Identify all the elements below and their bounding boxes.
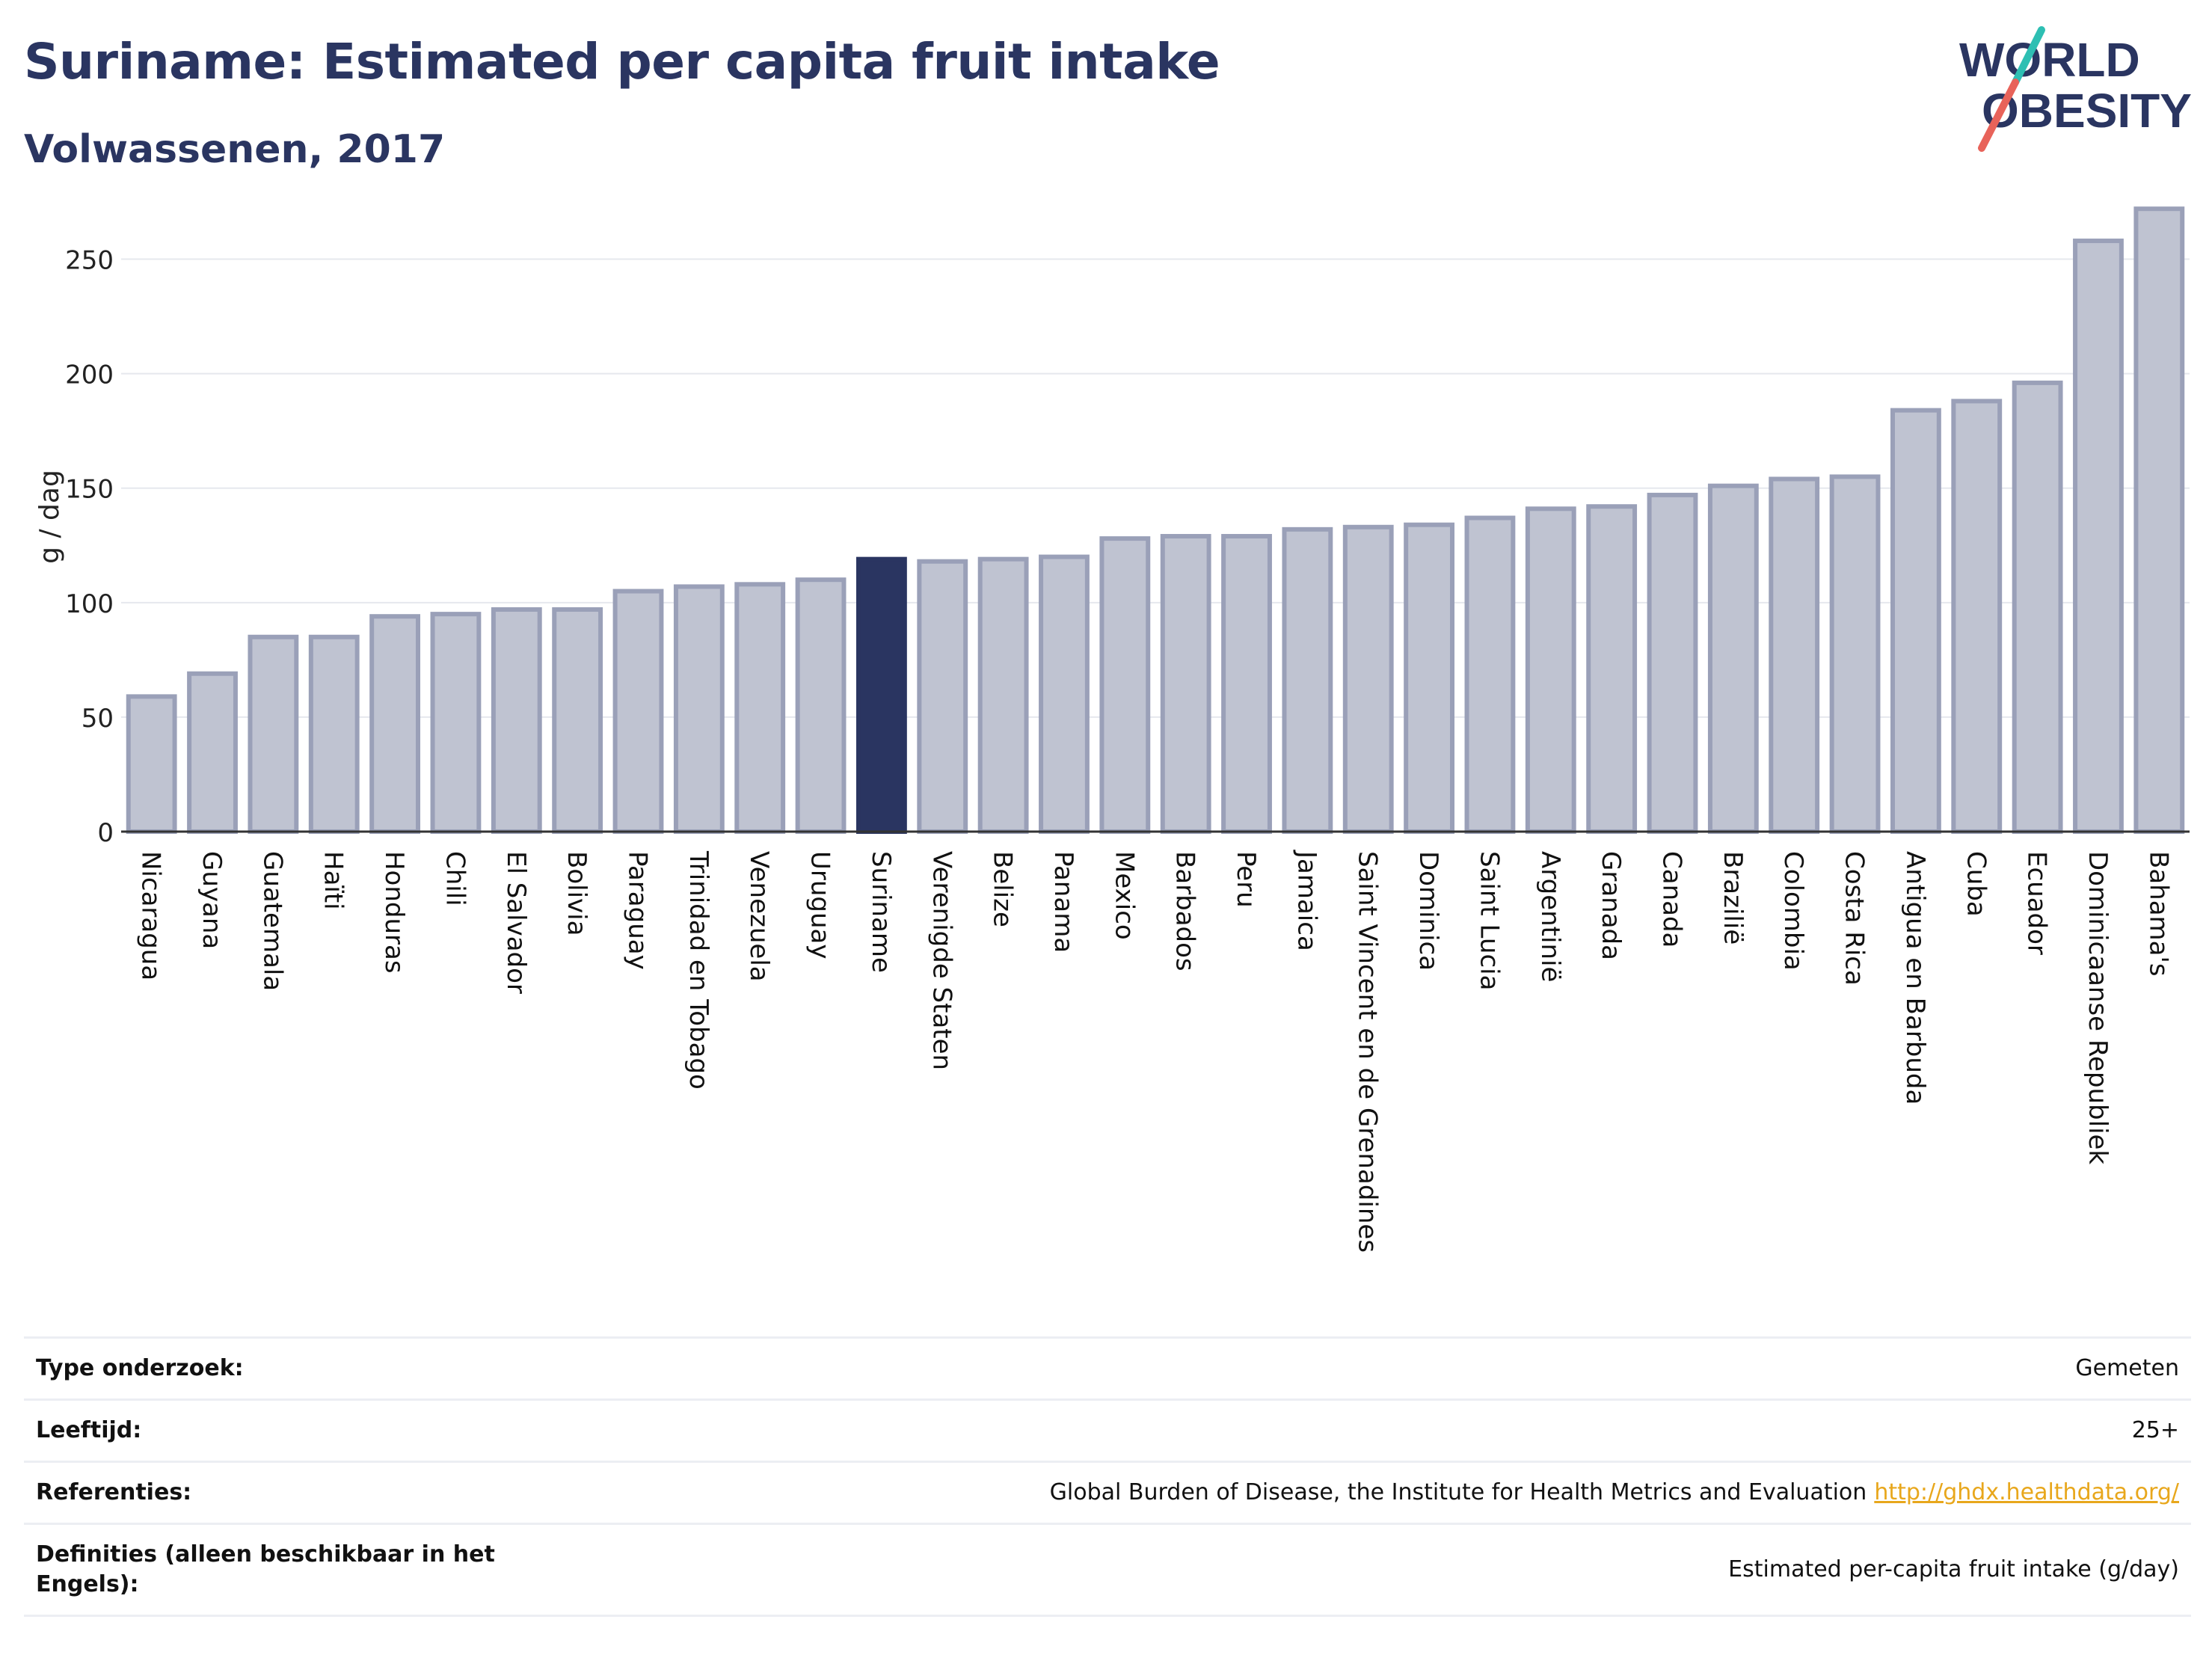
bar [369, 614, 421, 834]
bar [1647, 492, 1698, 834]
x-tick-label: Cuba [1961, 851, 1991, 917]
y-tick-label: 100 [65, 589, 114, 619]
bar [673, 584, 725, 834]
x-tick-label: Venezuela [744, 851, 774, 982]
meta-label: Leeftijd: [36, 1417, 142, 1443]
x-tick-label: Bolivia [562, 851, 592, 936]
meta-value: Gemeten [2075, 1355, 2179, 1381]
bar [977, 556, 1029, 834]
bar [2133, 206, 2185, 835]
bar [248, 634, 299, 835]
bar [1829, 474, 1881, 834]
x-tick-label: Jamaica [1291, 850, 1321, 951]
x-tick-label: Saint Lucia [1474, 851, 1504, 990]
bar [855, 556, 907, 834]
x-tick-label: Chili [440, 851, 470, 906]
x-tick-label: Costa Rica [1840, 851, 1870, 986]
logo-line2: OBESITY [1982, 84, 2192, 138]
bar [612, 589, 664, 834]
bar [1586, 504, 1638, 834]
y-tick-label: 200 [65, 360, 114, 390]
bar [2012, 380, 2063, 835]
bar-chart: 0 50 100 150 200 250 g / dag Nicaragua Guyana Gua… [34, 206, 2190, 1253]
x-tick-label: Haïti [319, 851, 348, 910]
bar [1039, 554, 1090, 835]
x-tick-label: Peru [1231, 851, 1261, 908]
bar [1404, 522, 1455, 834]
x-tick-label: Trinidad en Tobago [683, 850, 713, 1090]
bar [1707, 483, 1759, 834]
x-tick-label: Suriname [866, 851, 896, 973]
bar [1221, 534, 1272, 834]
x-tick-label: Guyana [197, 851, 227, 949]
meta-value: Estimated per-capita fruit intake (g/day… [1728, 1556, 2179, 1582]
logo-line1: WORLD [1959, 33, 2140, 87]
bar [1099, 536, 1151, 834]
x-tick-label: Canada [1657, 851, 1687, 948]
metadata-table: Type onderzoek: Gemeten Leeftijd: 25+ Refere… [24, 1336, 2191, 1617]
x-tick-label: Dominicaanse Republiek [2083, 851, 2113, 1164]
x-tick-label: Bahama's [2143, 851, 2173, 977]
x-tick-label: Mexico [1109, 851, 1139, 940]
x-tick-label: Honduras [379, 851, 409, 974]
reference-link[interactable]: http://ghdx.healthdata.org/ [1874, 1479, 2179, 1505]
bar [2073, 239, 2124, 834]
x-tick-label: Panama [1048, 851, 1078, 953]
meta-row: Leeftijd: 25+ [24, 1398, 2191, 1461]
x-tick-label: Paraguay [623, 851, 653, 970]
x-tick-label: Brazilië [1718, 851, 1748, 945]
x-tick-label: Ecuador [2022, 851, 2052, 955]
bar [1464, 515, 1516, 834]
meta-row: Definities (alleen beschikbaar in het En… [24, 1523, 2191, 1617]
x-tick-label: Nicaragua [136, 851, 166, 980]
x-tick-label: Saint Vincent en de Grenadines [1353, 851, 1383, 1253]
world-obesity-logo: WORLD OBESITY [1959, 26, 2192, 152]
bar [917, 559, 968, 834]
bar [187, 671, 238, 835]
bar [308, 634, 360, 835]
x-tick-label: Verenigde Staten [927, 851, 956, 1070]
logo-stripe-red [1978, 79, 2019, 152]
x-tick-label: Colombia [1778, 851, 1808, 971]
x-tick-label: El Salvador [501, 851, 531, 994]
meta-row: Type onderzoek: Gemeten [24, 1336, 2191, 1398]
y-tick-label: 50 [82, 704, 114, 734]
bar [552, 607, 603, 835]
x-tick-label: Granada [1596, 851, 1626, 960]
y-tick-label: 150 [65, 475, 114, 505]
bar [1160, 534, 1211, 834]
bar [430, 612, 482, 834]
bar [126, 694, 177, 834]
x-tick-label: Argentinië [1535, 851, 1565, 982]
bar [1951, 399, 2003, 834]
bar [1769, 476, 1820, 834]
meta-value: 25+ [2131, 1417, 2179, 1443]
meta-row: Referenties: Global Burden of Disease, th… [24, 1461, 2191, 1523]
meta-label: Definities (alleen beschikbaar in het En… [36, 1541, 495, 1597]
x-tick-label: Antigua en Barbuda [1900, 851, 1930, 1105]
x-tick-label: Guatemala [257, 851, 287, 991]
x-tick-label: Barbados [1170, 851, 1200, 971]
y-axis-label: g / dag [34, 470, 65, 564]
bar [795, 577, 847, 834]
x-tick-label: Uruguay [805, 851, 835, 959]
logo-stripe-teal [2012, 26, 2045, 86]
bar [1282, 526, 1333, 835]
meta-label: Type onderzoek: [36, 1355, 244, 1381]
meta-label: Referenties: [36, 1479, 192, 1505]
page-title: Suriname: Estimated per capita fruit int… [24, 33, 1220, 90]
bar [1525, 506, 1576, 834]
x-tick-label: Belize [988, 851, 1018, 927]
page-subtitle: Volwassenen, 2017 [24, 127, 446, 172]
meta-value: Global Burden of Disease, the Institute … [1049, 1479, 2179, 1505]
y-tick-label: 0 [97, 818, 114, 848]
x-tick-label: Dominica [1413, 851, 1443, 971]
bar [734, 582, 786, 834]
bar [491, 607, 542, 835]
bar [1890, 408, 1941, 834]
bar [1342, 524, 1394, 835]
y-tick-label: 250 [65, 246, 114, 276]
